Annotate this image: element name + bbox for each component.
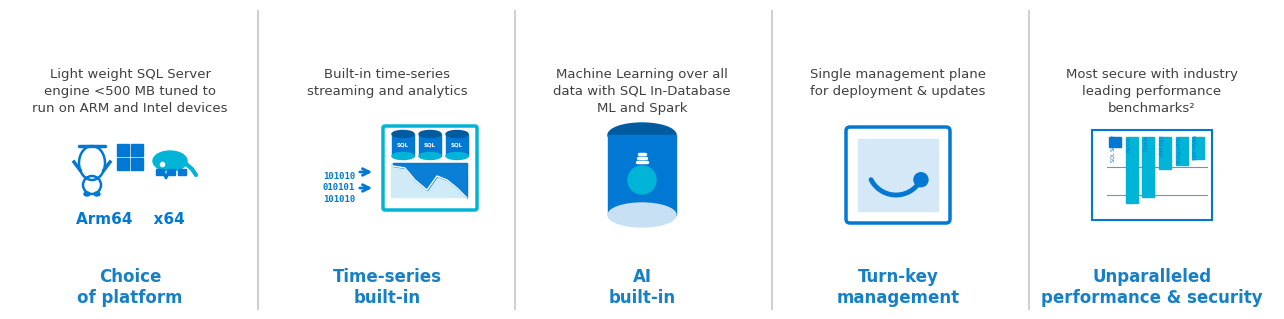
Ellipse shape	[419, 152, 440, 160]
Text: PostgreSQL: PostgreSQL	[1176, 135, 1181, 163]
Bar	[1126, 137, 1138, 203]
Ellipse shape	[419, 130, 440, 137]
Bar	[131, 158, 143, 170]
Bar	[858, 139, 939, 211]
Ellipse shape	[392, 130, 413, 137]
Text: IBM DB2: IBM DB2	[1159, 135, 1165, 156]
Bar	[178, 169, 186, 175]
Text: 200: 200	[1094, 192, 1106, 197]
Text: Light weight SQL Server
engine <500 MB tuned to
run on ARM and Intel devices: Light weight SQL Server engine <500 MB t…	[32, 68, 227, 115]
Bar	[117, 158, 128, 170]
Bar	[1143, 137, 1154, 197]
FancyBboxPatch shape	[383, 126, 476, 210]
FancyBboxPatch shape	[846, 127, 950, 223]
Ellipse shape	[446, 130, 467, 137]
Text: SAP HANA: SAP HANA	[1193, 135, 1198, 160]
Bar	[1176, 137, 1188, 165]
Text: Turn-key
management: Turn-key management	[836, 268, 959, 307]
Text: Built-in time-series
streaming and analytics: Built-in time-series streaming and analy…	[307, 68, 467, 98]
Ellipse shape	[609, 123, 675, 147]
Bar	[155, 169, 164, 175]
Circle shape	[914, 173, 928, 187]
Bar	[392, 163, 467, 197]
Text: AI
built-in: AI built-in	[609, 268, 675, 307]
Bar	[609, 135, 675, 215]
Text: Choice
of platform: Choice of platform	[77, 268, 182, 307]
Text: Oracle: Oracle	[1144, 135, 1148, 151]
Bar	[167, 169, 175, 175]
Text: Machine Learning over all
data with SQL In-Database
ML and Spark: Machine Learning over all data with SQL …	[553, 68, 731, 115]
Text: SQL Server: SQL Server	[1111, 135, 1115, 162]
Text: SQL: SQL	[451, 143, 464, 147]
Bar	[446, 134, 467, 156]
Text: SQL: SQL	[424, 143, 437, 147]
Text: Single management plane
for deployment & updates: Single management plane for deployment &…	[810, 68, 986, 98]
Bar	[1159, 137, 1171, 169]
Bar	[392, 134, 413, 156]
Text: Most secure with industry
leading performance
benchmarks²: Most secure with industry leading perfor…	[1066, 68, 1238, 115]
Ellipse shape	[83, 192, 90, 196]
Ellipse shape	[446, 152, 467, 160]
Text: MySQL: MySQL	[1127, 135, 1131, 152]
Text: Unparalleled
performance & security: Unparalleled performance & security	[1041, 268, 1262, 307]
Ellipse shape	[153, 151, 187, 171]
Text: Time-series
built-in: Time-series built-in	[333, 268, 442, 307]
Bar	[1109, 137, 1121, 147]
Bar	[117, 144, 128, 156]
FancyBboxPatch shape	[1091, 130, 1212, 220]
Ellipse shape	[392, 152, 413, 160]
Circle shape	[628, 166, 656, 194]
Text: 101010
010101
101010: 101010 010101 101010	[322, 172, 356, 204]
Bar	[1193, 137, 1204, 159]
Text: Arm64    x64: Arm64 x64	[76, 212, 185, 227]
Ellipse shape	[609, 203, 675, 227]
Ellipse shape	[94, 192, 100, 196]
Bar	[131, 144, 143, 156]
Text: SQL: SQL	[397, 143, 410, 147]
Bar	[419, 134, 440, 156]
Text: 100: 100	[1094, 165, 1106, 169]
